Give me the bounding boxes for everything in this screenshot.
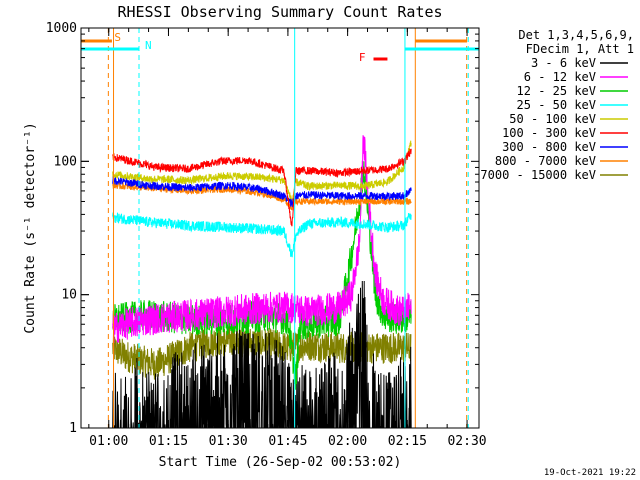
series-line-6 bbox=[112, 176, 412, 208]
series-line-3 bbox=[112, 212, 412, 258]
marker-f: F bbox=[359, 51, 388, 64]
y-tick-label: 100 bbox=[54, 154, 77, 169]
marker-s: S bbox=[81, 28, 121, 428]
x-tick-label: 02:15 bbox=[388, 434, 427, 449]
series-line-0 bbox=[112, 280, 412, 428]
axes: 1 10 100 1000 01:00 01:15 01:30 01:45 02:00 02:15… bbox=[46, 21, 487, 449]
y-tick-label: 1000 bbox=[46, 21, 77, 36]
legend-label-3: 25 - 50 keV bbox=[517, 98, 596, 112]
x-tick-label: 01:30 bbox=[209, 434, 248, 449]
plot-area: S N F bbox=[81, 28, 479, 428]
series-line-4 bbox=[112, 140, 412, 204]
legend-label-8: 7000 - 15000 keV bbox=[480, 168, 596, 182]
marker-label-s: S bbox=[114, 31, 121, 44]
legend-label-2: 12 - 25 keV bbox=[517, 84, 596, 98]
x-tick-label: 01:15 bbox=[149, 434, 188, 449]
data-layer bbox=[112, 135, 412, 428]
legend-label-5: 100 - 300 keV bbox=[502, 126, 596, 140]
chart-title: RHESSI Observing Summary Count Rates bbox=[117, 3, 442, 21]
legend-header-1: Det 1,3,4,5,6,9, bbox=[518, 28, 634, 42]
y-tick-label: 10 bbox=[61, 288, 77, 303]
series-line-5 bbox=[112, 148, 412, 227]
legend: Det 1,3,4,5,6,9, FDecim 1, Att 1 3 - 6 k… bbox=[480, 28, 634, 182]
marker-label-n: N bbox=[145, 39, 152, 52]
x-tick-label: 01:00 bbox=[89, 434, 128, 449]
legend-label-6: 300 - 800 keV bbox=[502, 140, 596, 154]
x-tick-label: 02:30 bbox=[447, 434, 486, 449]
series-line-8 bbox=[112, 325, 412, 380]
x-tick-label: 01:45 bbox=[268, 434, 307, 449]
x-tick-label: 02:00 bbox=[328, 434, 367, 449]
plot-frame bbox=[80, 27, 480, 429]
footer-timestamp: 19-Oct-2021 19:22 bbox=[544, 468, 636, 478]
x-axis-label: Start Time (26-Sep-02 00:53:02) bbox=[159, 455, 402, 470]
marker-label-f: F bbox=[359, 51, 366, 64]
y-axis-label: Count Rate (s⁻¹ detector⁻¹) bbox=[23, 122, 38, 333]
legend-label-7: 800 - 7000 keV bbox=[495, 154, 596, 168]
legend-label-4: 50 - 100 keV bbox=[509, 112, 596, 126]
legend-label-1: 6 - 12 keV bbox=[524, 70, 596, 84]
legend-label-0: 3 - 6 keV bbox=[531, 56, 596, 70]
marker-n: N bbox=[81, 28, 152, 428]
legend-header-2: FDecim 1, Att 1 bbox=[526, 42, 634, 56]
y-tick-label: 1 bbox=[69, 421, 77, 436]
